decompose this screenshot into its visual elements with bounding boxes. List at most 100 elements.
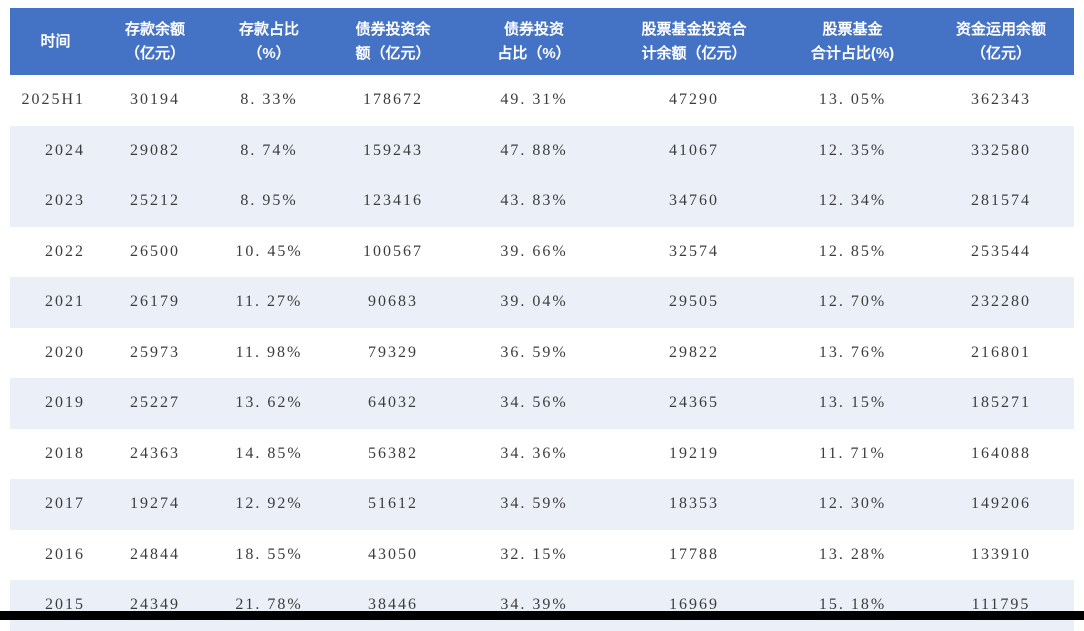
cell-deposit-balance: 29082 [101,125,209,176]
cell-bond-balance: 38446 [329,580,457,631]
column-header-equity-fund-share: 股票基金 合计占比(%) [777,8,928,75]
cell-equity-fund-share: 13. 76% [818,343,887,361]
column-header-deposit-share: 存款占比 （%） [209,8,329,75]
cell-equity-fund-balance: 24365 [611,378,777,429]
cell-equity-fund-share: 12. 35% [777,125,928,176]
table-header-row: 时间 存款余额 （亿元） 存款占比 （%） 债券投资余 额（亿元） 债券投资 占… [10,8,1074,75]
cell-bond-balance: 56382 [368,444,418,462]
cell-total-funds: 253544 [971,242,1031,260]
cell-bond-balance: 178672 [363,91,423,109]
cell-equity-fund-balance: 32574 [669,242,719,260]
cell-bond-balance: 100567 [363,242,423,260]
cell-deposit-share: 11. 27% [209,277,329,328]
fund-allocation-table-wrap: 时间 存款余额 （亿元） 存款占比 （%） 债券投资余 额（亿元） 债券投资 占… [10,8,1074,631]
cell-deposit-share: 12. 92% [209,479,329,530]
cell-total-funds: 111795 [928,580,1074,631]
cell-equity-fund-share: 13. 28% [818,545,887,563]
table-row-2024: 2024 29082 8. 74% 159243 47. 88% 41067 1… [10,125,1074,176]
cell-deposit-balance: 26179 [101,277,209,328]
cell-total-funds: 149206 [928,479,1074,530]
cell-deposit-share: 11. 98% [235,343,303,361]
cell-total-funds: 133910 [971,545,1031,563]
column-header-time: 时间 [10,8,101,75]
cell-year: 2016 [45,545,85,563]
cell-year: 2023 [10,176,101,227]
cell-total-funds: 232280 [928,277,1074,328]
cell-deposit-share: 10. 45% [235,242,303,260]
cell-year: 2021 [10,277,101,328]
column-header-bond-share: 债券投资 占比（%） [457,8,611,75]
cell-equity-fund-share: 13. 05% [818,91,887,109]
cell-equity-fund-balance: 47290 [669,91,719,109]
cell-equity-fund-share: 12. 30% [777,479,928,530]
table-row-2023: 2023 25212 8. 95% 123416 43. 83% 34760 1… [10,176,1074,227]
cell-deposit-balance: 24844 [130,545,180,563]
cell-equity-fund-balance: 19219 [669,444,719,462]
cell-equity-fund-share: 13. 15% [777,378,928,429]
cell-year: 2015 [10,580,101,631]
cell-year: 2022 [45,242,85,260]
cell-total-funds: 185271 [928,378,1074,429]
cell-bond-balance: 79329 [368,343,418,361]
cell-deposit-share: 14. 85% [235,444,303,462]
cell-equity-fund-share: 11. 71% [819,444,886,462]
cell-bond-balance: 43050 [368,545,418,563]
cell-total-funds: 281574 [928,176,1074,227]
cell-equity-fund-share: 12. 70% [777,277,928,328]
cell-deposit-share: 18. 55% [235,545,303,563]
cell-bond-share: 43. 83% [457,176,611,227]
cell-bond-share: 32. 15% [500,545,568,563]
cell-deposit-balance: 30194 [130,91,180,109]
cell-total-funds: 362343 [971,91,1031,109]
cell-year: 2019 [10,378,101,429]
cell-deposit-balance: 24363 [130,444,180,462]
cell-bond-share: 49. 31% [500,91,568,109]
table-row-2015: 2015 24349 21. 78% 38446 34. 39% 16969 1… [10,580,1074,631]
bottom-rule [0,611,1084,620]
column-header-bond-balance: 债券投资余 额（亿元） [329,8,457,75]
cell-equity-fund-balance: 17788 [669,545,719,563]
cell-bond-share: 39. 04% [457,277,611,328]
cell-equity-fund-balance: 41067 [611,125,777,176]
cell-bond-balance: 159243 [329,125,457,176]
table-row-2019: 2019 25227 13. 62% 64032 34. 56% 24365 1… [10,378,1074,429]
cell-bond-balance: 123416 [329,176,457,227]
cell-deposit-balance: 19274 [101,479,209,530]
column-header-deposit-balance: 存款余额 （亿元） [101,8,209,75]
cell-deposit-share: 13. 62% [209,378,329,429]
fund-allocation-table: 时间 存款余额 （亿元） 存款占比 （%） 债券投资余 额（亿元） 债券投资 占… [10,8,1074,631]
table-row-2017: 2017 19274 12. 92% 51612 34. 59% 18353 1… [10,479,1074,530]
table-row-2022: 2022 26500 10. 45% 100567 39. 66% 32574 … [10,227,1074,278]
table-row-2020: 2020 25973 11. 98% 79329 36. 59% 29822 1… [10,328,1074,379]
cell-bond-share: 39. 66% [500,242,568,260]
column-header-equity-fund-balance: 股票基金投资合 计余额（亿元） [611,8,777,75]
cell-deposit-balance: 25212 [101,176,209,227]
cell-equity-fund-balance: 29822 [669,343,719,361]
cell-equity-fund-share: 12. 34% [777,176,928,227]
cell-bond-balance: 51612 [329,479,457,530]
cell-deposit-balance: 25227 [101,378,209,429]
cell-deposit-balance: 25973 [130,343,180,361]
cell-total-funds: 164088 [971,444,1031,462]
cell-deposit-share: 8. 74% [209,125,329,176]
table-row-2021: 2021 26179 11. 27% 90683 39. 04% 29505 1… [10,277,1074,328]
cell-equity-fund-share: 12. 85% [818,242,887,260]
cell-bond-share: 47. 88% [457,125,611,176]
cell-equity-fund-balance: 18353 [611,479,777,530]
cell-equity-fund-balance: 29505 [611,277,777,328]
cell-bond-share: 34. 36% [500,444,568,462]
table-row-2025h1: 2025H1 30194 8. 33% 178672 49. 31% 47290… [10,75,1074,126]
cell-bond-share: 36. 59% [500,343,568,361]
cell-deposit-share: 8. 95% [209,176,329,227]
cell-year: 2020 [45,343,85,361]
cell-year: 2017 [10,479,101,530]
column-header-total-funds-balance: 资金运用余额 （亿元） [928,8,1074,75]
cell-year: 2018 [45,444,85,462]
table-row-2018: 2018 24363 14. 85% 56382 34. 36% 19219 1… [10,429,1074,480]
cell-equity-fund-balance: 16969 [611,580,777,631]
cell-deposit-share: 21. 78% [209,580,329,631]
cell-bond-share: 34. 56% [457,378,611,429]
cell-year: 2024 [10,125,101,176]
cell-bond-share: 34. 59% [457,479,611,530]
cell-total-funds: 332580 [928,125,1074,176]
